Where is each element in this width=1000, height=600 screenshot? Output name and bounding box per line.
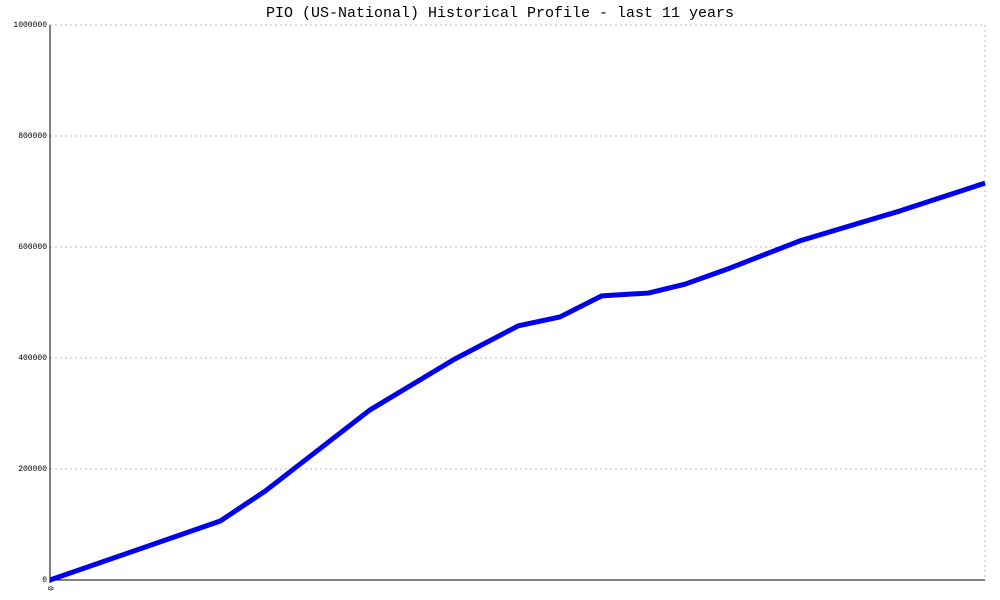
y-tick-label: 600000: [18, 243, 47, 252]
x-tick-label: 0: [45, 586, 54, 591]
y-tick-label: 200000: [18, 465, 47, 474]
data-line: [49, 180, 986, 583]
chart-title: PIO (US-National) Historical Profile - l…: [266, 5, 734, 22]
y-tick-label: 800000: [18, 132, 47, 141]
y-tick-label: 0: [42, 576, 47, 585]
y-tick-label: 1000000: [13, 21, 47, 30]
y-tick-label: 400000: [18, 354, 47, 363]
